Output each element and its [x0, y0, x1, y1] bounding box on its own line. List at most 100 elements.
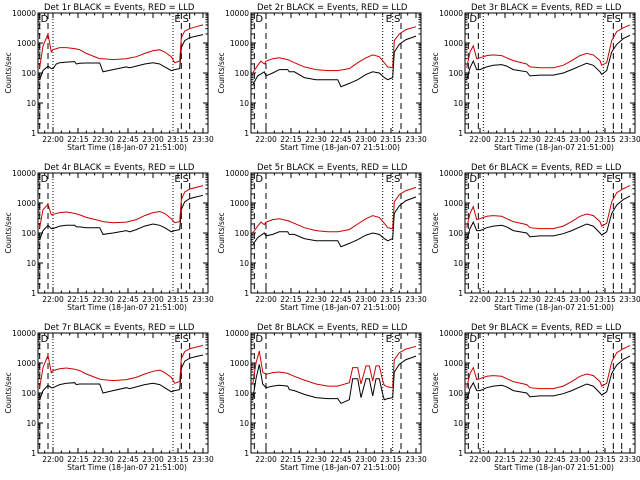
x-tick-label: 23:15 [380, 295, 402, 304]
x-tick-label: 23:30 [405, 295, 427, 304]
x-tick-label: 23:00 [142, 135, 164, 144]
lld-series-line [466, 24, 631, 69]
x-tick-label: 22:00 [255, 135, 277, 144]
y-tick-label: 10 [26, 419, 36, 428]
marker-label-s: S [183, 174, 189, 185]
x-tick-label: 23:00 [355, 135, 377, 144]
marker-label-e: E [386, 174, 392, 185]
chart-panel: Det 6r BLACK = Events, RED = LLD 1 10 100 10… [431, 163, 640, 312]
x-tick-label: 23:15 [167, 455, 189, 464]
x-axis-label: Start Time (18-Jan-07 21:51:00) [67, 303, 187, 312]
x-tick-label: 22:15 [280, 135, 302, 144]
marker-label-s: S [615, 14, 621, 25]
x-axis-label: Start Time (18-Jan-07 21:51:00) [280, 143, 400, 152]
plot-frame [250, 12, 422, 134]
x-tick-label: 23:00 [142, 455, 164, 464]
x-tick-label: 22:30 [92, 295, 114, 304]
marker-label-e: E [174, 334, 180, 345]
marker-label-s: S [394, 14, 400, 25]
x-axis-label: Start Time (18-Jan-07 21:51:00) [67, 463, 187, 472]
y-axis-label: Counts/sec [217, 372, 226, 413]
y-tick-label: 10000 [439, 9, 463, 18]
y-tick-label: 10000 [439, 329, 463, 338]
y-tick-label: 1000 [444, 199, 463, 208]
x-axis-label: Start Time (18-Jan-07 21:51:00) [280, 463, 400, 472]
y-tick-label: 1000 [230, 39, 249, 48]
x-tick-label: 22:45 [117, 455, 139, 464]
x-tick-label: 23:00 [355, 455, 377, 464]
marker-label-s: S [183, 14, 189, 25]
chart-panel: Det 5r BLACK = Events, RED = LLD 1 10 100 10… [217, 163, 427, 312]
y-tick-label: 1 [244, 449, 249, 458]
x-tick-label: 22:30 [519, 135, 541, 144]
y-tick-label: 10 [239, 99, 249, 108]
marker-label-s: S [615, 334, 621, 345]
y-tick-label: 100 [449, 389, 464, 398]
x-axis-label: Start Time (18-Jan-07 21:51:00) [494, 303, 614, 312]
y-tick-label: 100 [22, 229, 37, 238]
x-tick-label: 22:30 [519, 455, 541, 464]
y-tick-label: 1 [31, 289, 36, 298]
x-axis-label: Start Time (18-Jan-07 21:51:00) [494, 463, 614, 472]
y-tick-label: 100 [22, 69, 37, 78]
x-tick-label: 22:00 [469, 295, 491, 304]
marker-label-s: S [615, 174, 621, 185]
x-tick-label: 22:00 [42, 455, 64, 464]
x-tick-label: 22:00 [42, 295, 64, 304]
events-series-line [466, 355, 631, 400]
x-tick-label: 23:30 [405, 455, 427, 464]
marker-label-d: D [469, 14, 477, 25]
y-tick-label: 100 [235, 69, 250, 78]
x-tick-label: 23:30 [192, 455, 214, 464]
x-tick-label: 22:30 [305, 455, 327, 464]
y-tick-label: 10000 [12, 329, 36, 338]
marker-label-s: S [394, 174, 400, 185]
x-tick-label: 22:45 [544, 135, 566, 144]
marker-label-d: D [41, 174, 49, 185]
plot-frame [37, 332, 209, 454]
x-tick-label: 23:00 [569, 295, 591, 304]
lld-series-line [39, 185, 204, 228]
chart-panel: Det 9r BLACK = Events, RED = LLD 1 10 100 10… [431, 323, 640, 472]
chart-title: Det 9r BLACK = Events, RED = LLD [471, 323, 622, 333]
plot-frame [37, 172, 209, 294]
chart-panel: Det 2r BLACK = Events, RED = LLD 1 10 100 10… [217, 3, 427, 152]
y-axis-label: Counts/sec [431, 212, 440, 253]
x-tick-label: 22:15 [67, 295, 89, 304]
lld-series-line [252, 186, 417, 234]
y-tick-label: 10000 [12, 9, 36, 18]
x-tick-label: 22:15 [494, 135, 516, 144]
lld-series-line [39, 344, 204, 388]
marker-label-e: E [606, 334, 612, 345]
events-series-line [252, 355, 417, 405]
y-axis-label: Counts/sec [431, 52, 440, 93]
chart-title: Det 1r BLACK = Events, RED = LLD [44, 3, 195, 13]
y-tick-label: 1 [458, 449, 463, 458]
y-tick-label: 1 [244, 129, 249, 138]
chart-panel: Det 3r BLACK = Events, RED = LLD 1 10 100 10… [431, 3, 640, 152]
y-tick-label: 1 [458, 289, 463, 298]
x-tick-label: 23:15 [594, 295, 616, 304]
y-axis-label: Counts/sec [4, 52, 13, 93]
y-tick-label: 1000 [230, 359, 249, 368]
x-tick-label: 22:15 [494, 455, 516, 464]
x-tick-label: 22:15 [67, 455, 89, 464]
y-tick-label: 10000 [12, 169, 36, 178]
x-tick-label: 22:45 [544, 455, 566, 464]
y-tick-label: 10 [26, 259, 36, 268]
y-tick-label: 10 [453, 419, 463, 428]
marker-label-d: D [255, 174, 263, 185]
y-tick-label: 1 [458, 129, 463, 138]
y-tick-label: 10 [453, 99, 463, 108]
x-tick-label: 23:30 [192, 135, 214, 144]
y-axis-label: Counts/sec [217, 52, 226, 93]
x-tick-label: 22:00 [469, 455, 491, 464]
x-tick-label: 23:15 [167, 295, 189, 304]
x-tick-label: 22:30 [92, 135, 114, 144]
x-tick-label: 23:15 [380, 455, 402, 464]
y-tick-label: 10 [26, 99, 36, 108]
x-tick-label: 22:15 [280, 455, 302, 464]
x-tick-label: 22:30 [92, 455, 114, 464]
y-tick-label: 1000 [17, 359, 36, 368]
y-tick-label: 1 [244, 289, 249, 298]
